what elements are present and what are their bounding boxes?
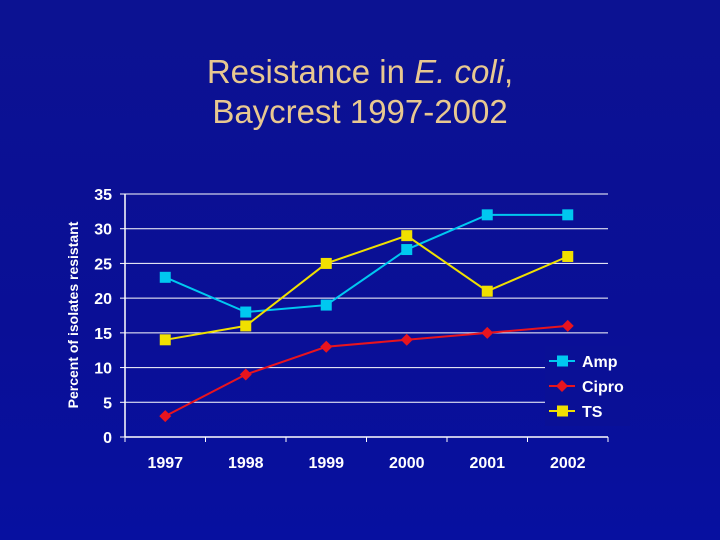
data-point-amp [562, 209, 574, 221]
title-suffix: , [503, 53, 514, 90]
data-point-cipro [320, 340, 333, 353]
chart-title-line2: Baycrest 1997-2002 [212, 93, 508, 130]
series-line-amp [164, 213, 568, 314]
y-tick-label: 25 [94, 256, 112, 273]
legend-label-amp: Amp [582, 354, 618, 371]
data-point-ts [562, 250, 574, 262]
gridlines [125, 193, 608, 403]
y-tick-label: 20 [94, 291, 112, 308]
series-lines [159, 209, 574, 423]
legend-label-ts: TS [582, 404, 603, 421]
data-point-cipro [481, 326, 494, 339]
y-tick-label: 35 [94, 187, 112, 204]
legend-marker-cipro [556, 380, 568, 392]
y-tick-label: 5 [103, 395, 112, 412]
legend-marker-amp [557, 355, 568, 367]
axes [120, 193, 609, 442]
legend: Amp Cipro TS [545, 346, 630, 426]
y-axis-label: Percent of isolates resistant [65, 221, 81, 408]
data-point-amp [320, 299, 332, 311]
data-point-amp [159, 271, 171, 283]
x-tick-label: 1999 [308, 455, 344, 472]
data-point-cipro [561, 319, 574, 332]
x-tick-label: 1998 [228, 455, 264, 472]
x-tick-label: 2002 [550, 455, 586, 472]
y-tick-labels: 0 5 10 15 20 25 30 35 [94, 187, 112, 447]
legend-label-cipro: Cipro [582, 379, 624, 396]
data-point-ts [320, 257, 332, 269]
data-point-ts [159, 334, 171, 346]
data-point-ts [481, 285, 493, 297]
x-tick-labels: 1997 1998 1999 2000 2001 2002 [147, 455, 585, 472]
data-point-amp [401, 244, 413, 256]
x-tick-label: 2000 [389, 455, 425, 472]
data-point-ts [401, 230, 413, 242]
title-prefix: Resistance in [206, 53, 415, 90]
series-line-ts [165, 234, 569, 341]
chart-title-line1: Resistance in E. coli, [0, 52, 720, 92]
series-line-cipro [164, 324, 568, 418]
data-point-cipro [239, 368, 252, 381]
x-tick-label: 2001 [469, 455, 505, 472]
x-tick-label: 1997 [147, 455, 183, 472]
legend-marker-ts [557, 405, 568, 417]
chart-title: Resistance in E. coli, Baycrest 1997-200… [0, 52, 720, 132]
data-point-cipro [159, 410, 172, 423]
data-point-cipro [400, 333, 413, 346]
y-tick-label: 10 [94, 361, 112, 378]
data-point-ts [240, 320, 252, 332]
data-point-amp [481, 209, 493, 221]
title-italic: E. coli [414, 53, 504, 90]
data-point-amp [240, 306, 252, 318]
y-tick-label: 30 [94, 222, 112, 239]
y-tick-label: 0 [103, 430, 112, 447]
y-tick-label: 15 [94, 326, 112, 343]
